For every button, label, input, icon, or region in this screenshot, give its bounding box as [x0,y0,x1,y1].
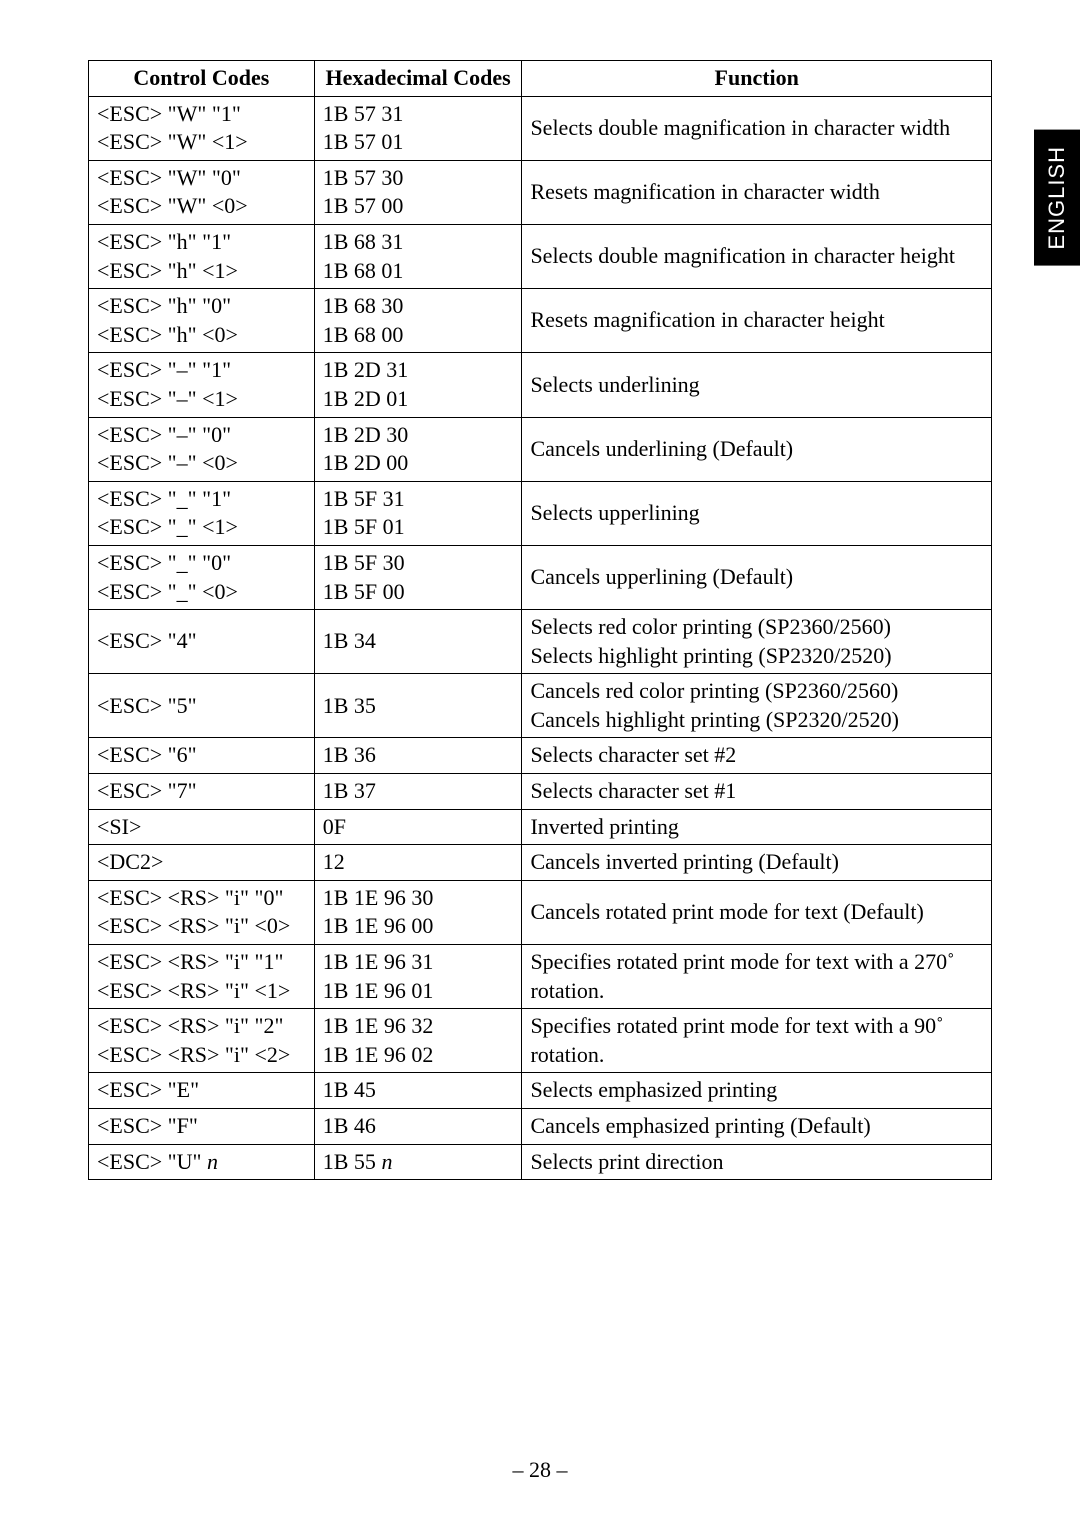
cell-hex-codes: 1B 68 311B 68 01 [314,224,522,288]
page-container: Control Codes Hexadecimal Codes Function… [0,0,1080,1180]
table-row: <SI>0FInverted printing [89,809,992,845]
cell-function: Selects character set #2 [522,738,992,774]
cell-hex-codes: 1B 45 [314,1073,522,1109]
header-control-codes: Control Codes [89,61,315,97]
cell-function: Resets magnification in character height [522,289,992,353]
cell-hex-codes: 1B 37 [314,774,522,810]
cell-control-codes: <ESC> <RS> "i" "0"<ESC> <RS> "i" <0> [89,880,315,944]
cell-hex-codes: 1B 35 [314,674,522,738]
table-row: <ESC> "U" n1B 55 nSelects print directio… [89,1144,992,1180]
table-row: <ESC> <RS> "i" "2"<ESC> <RS> "i" <2>1B 1… [89,1009,992,1073]
cell-control-codes: <ESC> "h" "1"<ESC> "h" <1> [89,224,315,288]
cell-control-codes: <SI> [89,809,315,845]
cell-function: Cancels inverted printing (Default) [522,845,992,881]
cell-function: Selects red color printing (SP2360/2560)… [522,610,992,674]
cell-hex-codes: 1B 5F 311B 5F 01 [314,481,522,545]
table-body: <ESC> "W" "1"<ESC> "W" <1>1B 57 311B 57 … [89,96,992,1180]
cell-hex-codes: 1B 2D 301B 2D 00 [314,417,522,481]
cell-function: Inverted printing [522,809,992,845]
table-row: <ESC> "–" "1"<ESC> "–" <1>1B 2D 311B 2D … [89,353,992,417]
cell-control-codes: <ESC> "6" [89,738,315,774]
table-row: <ESC> "F"1B 46Cancels emphasized printin… [89,1109,992,1145]
table-row: <ESC> "W" "0"<ESC> "W" <0>1B 57 301B 57 … [89,160,992,224]
cell-hex-codes: 1B 55 n [314,1144,522,1180]
cell-hex-codes: 1B 68 301B 68 00 [314,289,522,353]
table-row: <ESC> "7"1B 37Selects character set #1 [89,774,992,810]
cell-control-codes: <ESC> "_" "1"<ESC> "_" <1> [89,481,315,545]
cell-control-codes: <ESC> "–" "0"<ESC> "–" <0> [89,417,315,481]
table-row: <ESC> "h" "0"<ESC> "h" <0>1B 68 301B 68 … [89,289,992,353]
cell-control-codes: <ESC> "7" [89,774,315,810]
cell-control-codes: <ESC> <RS> "i" "1"<ESC> <RS> "i" <1> [89,945,315,1009]
cell-function: Cancels rotated print mode for text (Def… [522,880,992,944]
cell-hex-codes: 12 [314,845,522,881]
header-hex-codes: Hexadecimal Codes [314,61,522,97]
cell-function: Cancels emphasized printing (Default) [522,1109,992,1145]
cell-function: Selects print direction [522,1144,992,1180]
cell-control-codes: <ESC> <RS> "i" "2"<ESC> <RS> "i" <2> [89,1009,315,1073]
table-header-row: Control Codes Hexadecimal Codes Function [89,61,992,97]
cell-function: Selects double magnification in characte… [522,224,992,288]
table-row: <ESC> <RS> "i" "0"<ESC> <RS> "i" <0>1B 1… [89,880,992,944]
cell-function: Selects upperlining [522,481,992,545]
header-function: Function [522,61,992,97]
table-row: <ESC> "4"1B 34Selects red color printing… [89,610,992,674]
cell-control-codes: <ESC> "U" n [89,1144,315,1180]
cell-function: Cancels red color printing (SP2360/2560)… [522,674,992,738]
cell-hex-codes: 1B 1E 96 301B 1E 96 00 [314,880,522,944]
cell-function: Resets magnification in character width [522,160,992,224]
table-row: <DC2>12Cancels inverted printing (Defaul… [89,845,992,881]
cell-control-codes: <ESC> "F" [89,1109,315,1145]
cell-hex-codes: 1B 57 301B 57 00 [314,160,522,224]
cell-function: Selects underlining [522,353,992,417]
cell-function: Specifies rotated print mode for text wi… [522,945,992,1009]
table-row: <ESC> "5"1B 35Cancels red color printing… [89,674,992,738]
table-row: <ESC> "h" "1"<ESC> "h" <1>1B 68 311B 68 … [89,224,992,288]
table-row: <ESC> "6"1B 36Selects character set #2 [89,738,992,774]
cell-hex-codes: 1B 5F 301B 5F 00 [314,545,522,609]
cell-function: Selects character set #1 [522,774,992,810]
cell-control-codes: <ESC> "h" "0"<ESC> "h" <0> [89,289,315,353]
cell-hex-codes: 1B 1E 96 321B 1E 96 02 [314,1009,522,1073]
table-row: <ESC> "_" "0"<ESC> "_" <0>1B 5F 301B 5F … [89,545,992,609]
cell-hex-codes: 1B 57 311B 57 01 [314,96,522,160]
table-row: <ESC> "W" "1"<ESC> "W" <1>1B 57 311B 57 … [89,96,992,160]
table-row: <ESC> <RS> "i" "1"<ESC> <RS> "i" <1>1B 1… [89,945,992,1009]
table-row: <ESC> "_" "1"<ESC> "_" <1>1B 5F 311B 5F … [89,481,992,545]
table-row: <ESC> "–" "0"<ESC> "–" <0>1B 2D 301B 2D … [89,417,992,481]
cell-function: Selects emphasized printing [522,1073,992,1109]
cell-control-codes: <ESC> "W" "0"<ESC> "W" <0> [89,160,315,224]
cell-control-codes: <ESC> "_" "0"<ESC> "_" <0> [89,545,315,609]
cell-control-codes: <ESC> "–" "1"<ESC> "–" <1> [89,353,315,417]
table-row: <ESC> "E"1B 45Selects emphasized printin… [89,1073,992,1109]
cell-function: Cancels underlining (Default) [522,417,992,481]
cell-hex-codes: 1B 2D 311B 2D 01 [314,353,522,417]
cell-function: Cancels upperlining (Default) [522,545,992,609]
cell-function: Selects double magnification in characte… [522,96,992,160]
cell-hex-codes: 0F [314,809,522,845]
cell-control-codes: <ESC> "5" [89,674,315,738]
cell-hex-codes: 1B 36 [314,738,522,774]
cell-hex-codes: 1B 1E 96 311B 1E 96 01 [314,945,522,1009]
cell-control-codes: <DC2> [89,845,315,881]
page-number: – 28 – [0,1457,1080,1483]
cell-control-codes: <ESC> "W" "1"<ESC> "W" <1> [89,96,315,160]
cell-hex-codes: 1B 34 [314,610,522,674]
cell-control-codes: <ESC> "E" [89,1073,315,1109]
cell-hex-codes: 1B 46 [314,1109,522,1145]
cell-function: Specifies rotated print mode for text wi… [522,1009,992,1073]
cell-control-codes: <ESC> "4" [89,610,315,674]
control-codes-table: Control Codes Hexadecimal Codes Function… [88,60,992,1180]
